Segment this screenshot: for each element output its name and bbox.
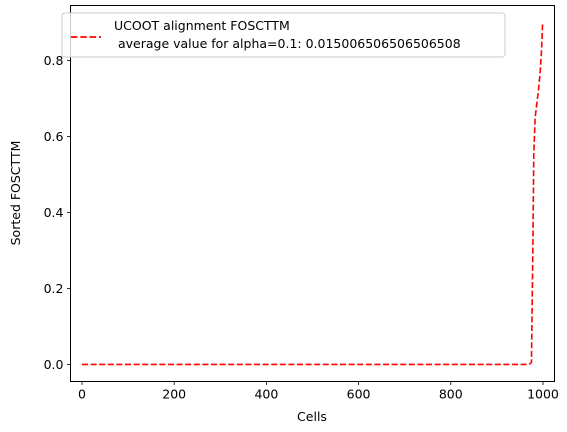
y-axis-label: Sorted FOSCTTM bbox=[8, 141, 23, 246]
x-tick-label: 1000 bbox=[527, 387, 559, 402]
plot-background bbox=[70, 5, 555, 382]
y-tick-label: 0.4 bbox=[44, 205, 64, 220]
x-axis-ticks: 0 200 400 600 800 1000 bbox=[78, 381, 559, 402]
y-tick-label: 0.0 bbox=[44, 357, 64, 372]
series-layer bbox=[82, 24, 544, 366]
legend-label-line-2: average value for alpha=0.1: 0.015006506… bbox=[114, 36, 461, 51]
x-tick-label: 200 bbox=[162, 387, 186, 402]
series-line bbox=[82, 24, 544, 366]
y-tick-label: 0.6 bbox=[44, 129, 64, 144]
y-tick-label: 0.2 bbox=[44, 281, 64, 296]
x-tick-label: 800 bbox=[439, 387, 463, 402]
y-axis-ticks: 0.0 0.2 0.4 0.6 0.8 bbox=[44, 53, 71, 372]
x-axis-label: Cells bbox=[297, 409, 327, 424]
x-tick-label: 400 bbox=[254, 387, 278, 402]
x-tick-label: 0 bbox=[78, 387, 86, 402]
legend-label-line-1: UCOOT alignment FOSCTTM bbox=[114, 18, 290, 33]
x-tick-label: 600 bbox=[347, 387, 371, 402]
legend-box bbox=[61, 12, 506, 58]
plot-frame bbox=[70, 5, 555, 382]
y-tick-label: 0.8 bbox=[44, 53, 64, 68]
legend: UCOOT alignment FOSCTTM average value fo… bbox=[61, 12, 506, 58]
